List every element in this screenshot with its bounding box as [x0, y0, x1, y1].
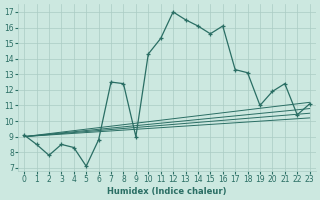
X-axis label: Humidex (Indice chaleur): Humidex (Indice chaleur): [107, 187, 227, 196]
